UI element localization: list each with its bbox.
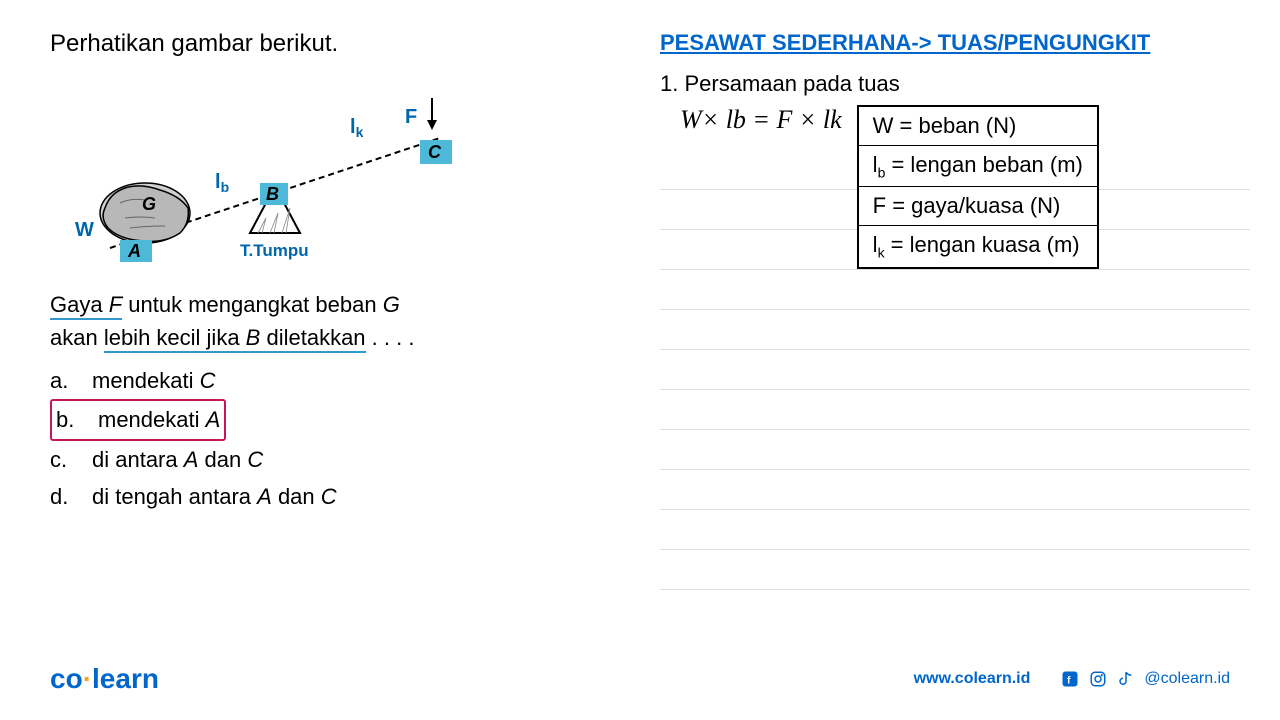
logo: co·learn bbox=[50, 663, 159, 695]
website-link[interactable]: www.colearn.id bbox=[914, 670, 1031, 688]
label-B: B bbox=[266, 184, 279, 204]
formula-text: W× lb = F × lk bbox=[680, 105, 842, 135]
label-F: F bbox=[405, 106, 417, 128]
option-d[interactable]: d. di tengah antara A dan C bbox=[50, 478, 620, 515]
label-A: A bbox=[127, 241, 141, 261]
option-b[interactable]: b. mendekati A bbox=[50, 399, 620, 440]
option-c[interactable]: c. di antara A dan C bbox=[50, 441, 620, 478]
label-lk: lk bbox=[350, 116, 364, 140]
subheading: 1. Persamaan pada tuas bbox=[660, 71, 1250, 97]
social-links[interactable]: f @colearn.id bbox=[1060, 669, 1230, 689]
legend-box: W = beban (N) lb = lengan beban (m) F = … bbox=[857, 105, 1099, 269]
label-tumpu: T.Tumpu bbox=[240, 241, 309, 260]
lever-diagram: G W A B T.Tumpu bbox=[50, 78, 470, 268]
facebook-icon[interactable]: f bbox=[1060, 669, 1080, 689]
question-text: Gaya F untuk mengangkat beban G akan leb… bbox=[50, 288, 620, 354]
legend-lk: lk = lengan kuasa (m) bbox=[859, 226, 1097, 266]
label-G: G bbox=[142, 194, 156, 214]
instruction-text: Perhatikan gambar berikut. bbox=[50, 30, 620, 58]
legend-W: W = beban (N) bbox=[859, 107, 1097, 146]
legend-lb: lb = lengan beban (m) bbox=[859, 146, 1097, 187]
option-a[interactable]: a. mendekati C bbox=[50, 362, 620, 399]
label-C: C bbox=[428, 142, 442, 162]
svg-text:f: f bbox=[1067, 675, 1071, 687]
label-W: W bbox=[75, 219, 94, 241]
legend-F: F = gaya/kuasa (N) bbox=[859, 187, 1097, 226]
answer-options: a. mendekati C b. mendekati A c. di anta… bbox=[50, 362, 620, 516]
instagram-icon[interactable] bbox=[1088, 669, 1108, 689]
tiktok-icon[interactable] bbox=[1116, 669, 1136, 689]
section-heading: PESAWAT SEDERHANA-> TUAS/PENGUNGKIT bbox=[660, 30, 1250, 56]
label-lb: lb bbox=[215, 171, 229, 195]
footer: co·learn www.colearn.id f @colearn.id bbox=[0, 663, 1280, 695]
